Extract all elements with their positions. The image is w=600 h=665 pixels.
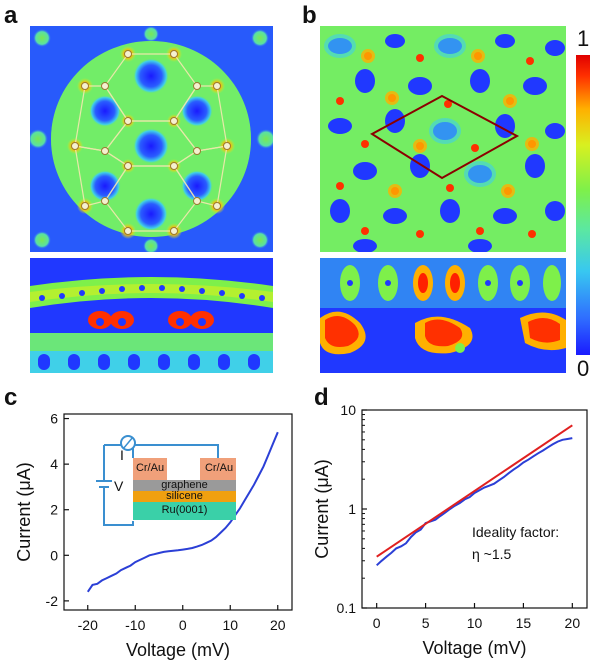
panel-label-a: a [4,2,18,29]
y-axis-label: Current (μA) [312,459,332,558]
x-tick-label: 20 [270,617,286,633]
x-tick-label: 10 [467,615,483,631]
y-tick-label: 2 [50,502,58,518]
x-tick-label: 10 [222,617,238,633]
ideality-factor-label: Ideality factor: [472,524,560,540]
iv-chart-d: 0 5 10 15 20 0.1 1 10 Voltage (mV) Current (μA) [312,402,588,658]
charge-density-map-b-side [320,258,566,373]
charge-density-map-b-top [320,26,566,252]
y-tick-label: -2 [46,593,59,609]
panel-label-d: d [314,384,329,411]
x-tick-label: 0 [179,617,187,633]
series-line-data [376,437,573,567]
y-tick-label: 0.1 [337,600,357,616]
x-axis-label: Voltage (mV) [126,640,230,660]
x-axis-label: Voltage (mV) [422,638,526,658]
current-symbol: I [120,447,124,463]
plot-frame [63,413,293,611]
ammeter-icon [120,435,136,451]
y-tick-label: 10 [340,402,356,418]
panel-label-b: b [302,2,317,29]
battery-icon [96,480,112,488]
x-tick-label: 5 [422,615,430,631]
colorbar-max-label: 1 [577,26,590,51]
series-line-i-v [86,431,279,593]
x-tick-label: 0 [373,615,381,631]
y-tick-label: 1 [348,501,356,517]
charge-density-map-a-side [30,258,273,373]
electrode-left-label: Cr/Au [135,462,165,474]
x-tick-label: 15 [516,615,532,631]
y-tick-label: 6 [50,411,58,427]
voltage-symbol: V [114,478,124,494]
y-tick-label: 4 [50,456,58,472]
colorbar-min-label: 0 [577,356,590,381]
y-tick-label: 0 [50,547,58,563]
device-inset [88,425,238,535]
silicene-layer-label: silicene [166,490,203,502]
graphene-layer-label: graphene [161,479,208,491]
unit-cell-rhombus [370,94,520,180]
series-line-fit [376,424,573,558]
x-tick-label: -20 [78,617,98,633]
panel-label-c: c [4,384,18,411]
blue-holes-a [89,58,213,231]
x-tick-label: -10 [125,617,145,633]
plot-frame [361,409,588,609]
charge-density-map-a-top [30,26,273,252]
electrode-right-label: Cr/Au [204,462,234,474]
ideality-factor-value: η ~1.5 [472,546,512,562]
x-tick-label: 20 [565,615,581,631]
y-axis-label: Current (μA) [14,462,34,561]
substrate-layer-label: Ru(0001) [161,504,208,516]
colorbar [576,55,590,355]
